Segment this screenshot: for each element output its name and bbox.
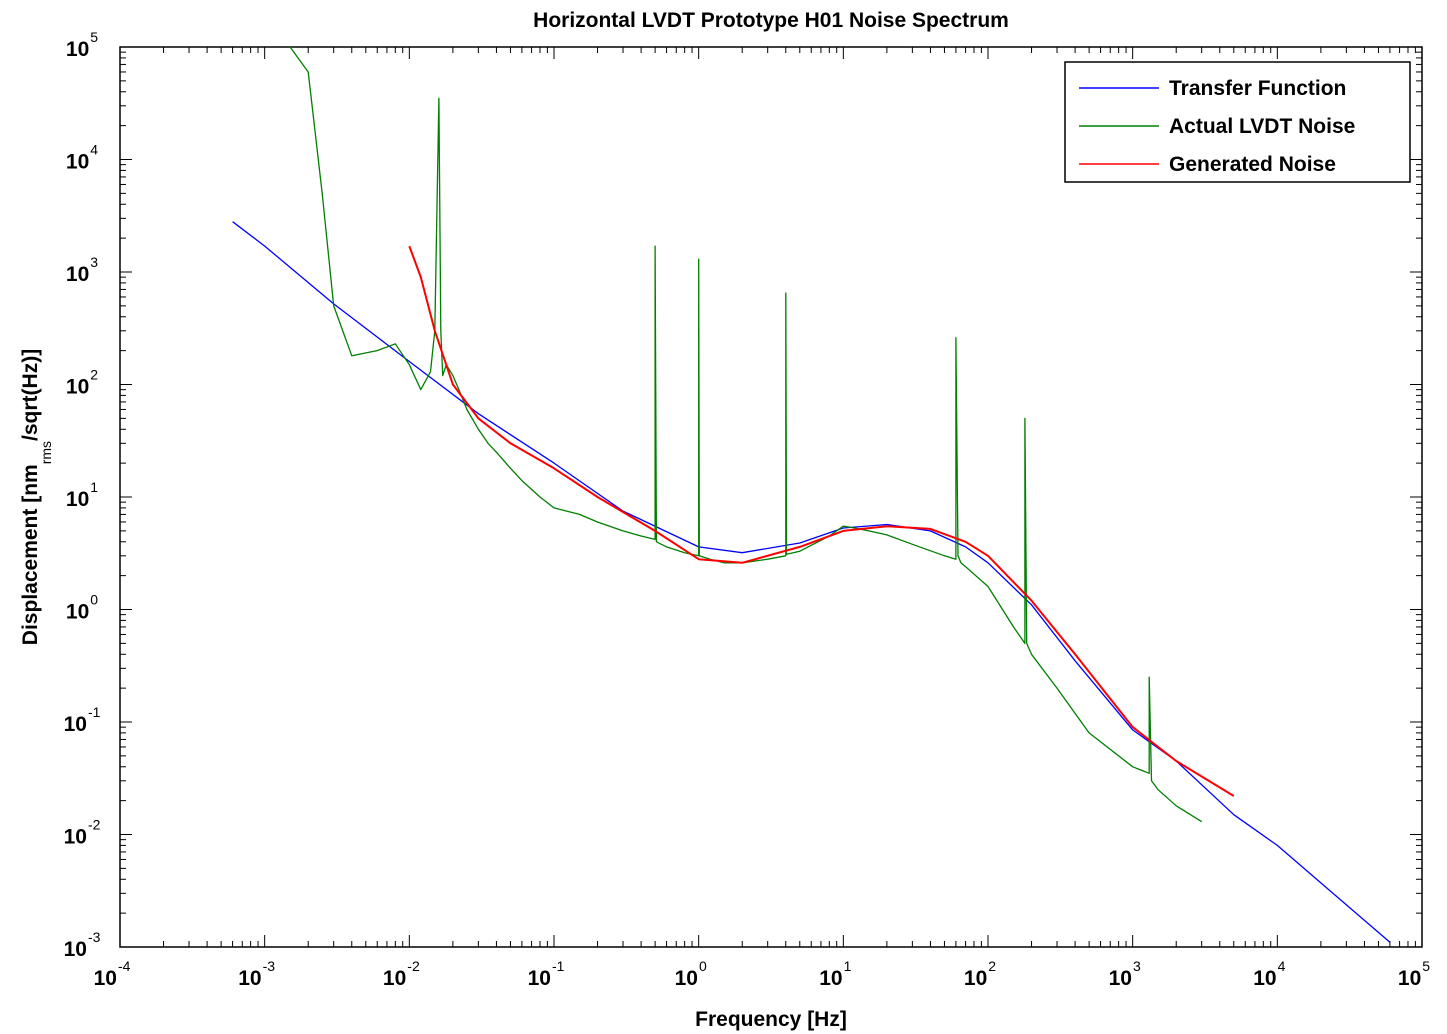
y-tick-label: 105: [66, 29, 98, 61]
x-tick-label-base: 10: [528, 967, 551, 990]
series-line-actual-lvdt-noise: [289, 46, 1203, 823]
y-tick-label-exponent: -3: [88, 929, 101, 945]
y-tick-label: 10-2: [64, 817, 101, 849]
y-tick-label-base: 10: [66, 601, 89, 624]
y-tick-label-base: 10: [66, 376, 89, 399]
x-tick-label: 10-4: [94, 958, 131, 990]
x-tick-label-exponent: -2: [407, 958, 420, 974]
y-tick-label-base: 10: [66, 38, 89, 61]
x-tick-label-base: 10: [238, 967, 261, 990]
major-ticks: [119, 46, 1423, 948]
x-tick-label-base: 10: [1398, 967, 1421, 990]
y-tick-label: 10-1: [64, 704, 101, 736]
x-tick-label: 105: [1398, 958, 1430, 990]
y-tick-label-exponent: 4: [90, 142, 98, 158]
x-tick-label-base: 10: [964, 967, 987, 990]
x-tick-label-exponent: -4: [118, 958, 131, 974]
chart-title: Horizontal LVDT Prototype H01 Noise Spec…: [533, 9, 1009, 32]
y-tick-label: 10-3: [64, 929, 101, 961]
y-tick-label: 101: [66, 479, 98, 511]
legend-box: [1064, 61, 1411, 183]
y-tick-label-base: 10: [66, 263, 89, 286]
legend-label: Actual LVDT Noise: [1169, 115, 1355, 138]
x-tick-label-exponent: -3: [263, 958, 276, 974]
y-axis-label-main: Displacement [nm: [19, 464, 42, 645]
legend: Transfer Function Actual LVDT Noise Genera…: [1064, 61, 1411, 183]
y-tick-label: 103: [66, 254, 98, 286]
y-tick-label: 100: [66, 592, 98, 624]
x-tick-label-exponent: 4: [1278, 958, 1286, 974]
x-tick-label: 103: [1109, 958, 1141, 990]
y-axis-label-tail: /sqrt(Hz)]: [19, 349, 42, 441]
x-tick-label-base: 10: [1109, 967, 1132, 990]
x-tick-label-exponent: 2: [988, 958, 996, 974]
x-tick-label-base: 10: [675, 967, 698, 990]
x-tick-label: 100: [675, 958, 707, 990]
y-axis-label-subscript: rms: [38, 441, 54, 464]
x-axis-label: Frequency [Hz]: [695, 1008, 847, 1031]
y-tick-label-exponent: -1: [88, 704, 101, 720]
legend-label: Generated Noise: [1169, 153, 1336, 176]
series-layer: [232, 46, 1391, 943]
x-tick-label: 10-1: [528, 958, 565, 990]
y-tick-label-exponent: 0: [90, 592, 98, 608]
series-line-generated-noise: [408, 245, 1235, 797]
x-tick-label-exponent: 5: [1422, 958, 1430, 974]
x-tick-label-exponent: -1: [552, 958, 565, 974]
x-tick-label-exponent: 0: [699, 958, 707, 974]
x-tick-label-exponent: 3: [1133, 958, 1141, 974]
y-tick-label-base: 10: [64, 938, 87, 961]
series-line-transfer-function: [232, 221, 1391, 943]
x-tick-label-base: 10: [94, 967, 117, 990]
x-tick-label-base: 10: [383, 967, 406, 990]
minor-ticks: [120, 47, 1422, 947]
y-tick-label-exponent: 3: [90, 254, 98, 270]
legend-label: Transfer Function: [1169, 77, 1346, 100]
y-tick-label-exponent: 1: [90, 479, 98, 495]
y-axis-label: Displacement [nmrms/sqrt(Hz)]: [19, 349, 54, 645]
x-tick-label: 102: [964, 958, 996, 990]
y-tick-label-exponent: 5: [90, 29, 98, 45]
y-tick-label: 104: [66, 142, 98, 174]
x-tick-label: 101: [819, 958, 851, 990]
y-tick-label-exponent: 2: [90, 367, 98, 383]
y-tick-label-base: 10: [66, 488, 89, 511]
plot-frame: [119, 46, 1423, 948]
x-tick-label: 104: [1253, 958, 1285, 990]
x-tick-label-base: 10: [1253, 967, 1276, 990]
y-tick-label: 102: [66, 367, 98, 399]
y-tick-label-base: 10: [66, 151, 89, 174]
x-tick-label-exponent: 1: [844, 958, 852, 974]
y-tick-label-base: 10: [64, 826, 87, 849]
x-tick-label: 10-2: [383, 958, 420, 990]
y-tick-label-exponent: -2: [88, 817, 101, 833]
x-tick-label-base: 10: [819, 967, 842, 990]
x-tick-label: 10-3: [238, 958, 275, 990]
y-tick-label-base: 10: [64, 713, 87, 736]
